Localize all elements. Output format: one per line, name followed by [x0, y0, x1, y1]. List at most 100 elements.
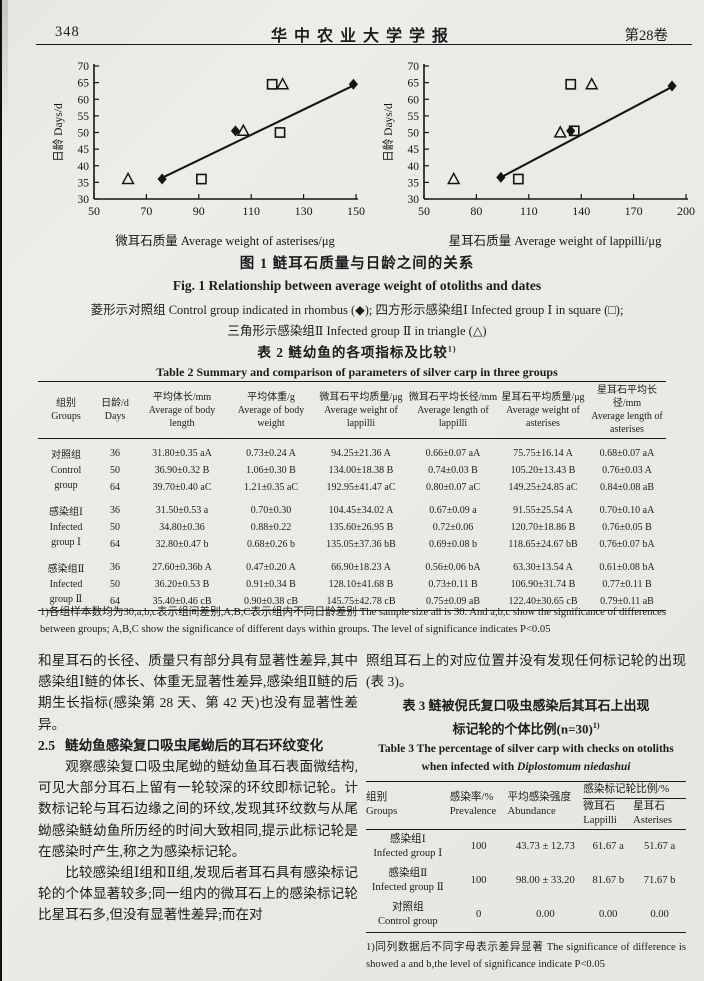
svg-text:35: 35 — [408, 177, 420, 189]
table-cell: 1.06±0.30 B — [246, 465, 296, 476]
table-cell: 1.21±0.35 aC — [243, 482, 299, 493]
figure1-legend-line2: 三角形示感染组Ⅱ Infected group Ⅱ in triangle (△… — [227, 324, 487, 338]
species-name: Diplostomum niedashui — [517, 760, 631, 773]
table-cell: 0.74±0.03 B — [428, 465, 478, 476]
table-cell: 0.90±0.38 cB — [243, 596, 299, 607]
table-cell: 104.45±34.02 A — [328, 505, 394, 516]
page-number: 348 — [55, 24, 80, 40]
svg-text:45: 45 — [408, 144, 420, 156]
svg-text:55: 55 — [408, 111, 420, 123]
table2-title-en: Table 2 Summary and comparison of parame… — [156, 365, 558, 379]
table-cell: 31.80±0.35 aA — [152, 448, 212, 459]
table-cell: 0.77±0.11 B — [602, 579, 652, 590]
table-cell: 36.90±0.32 B — [154, 465, 210, 476]
table3-title-zh-line1: 表 3 鲢被倪氏复口吸虫感染后其耳石上出现 — [402, 698, 650, 714]
svg-text:110: 110 — [520, 204, 538, 218]
table-row: 对照组 Control group 0 0.00 0.00 0.00 — [366, 898, 686, 933]
table-cell: 106.90±31.74 B — [510, 579, 576, 590]
table2-footnote: 1)各组样本数均为30,a,b,c表示组间差别,A,B,C表示组内不同日龄差别 … — [40, 607, 666, 635]
table2: 组别 Groups 日龄/d Days 平均体长/mm Average of body… — [38, 381, 666, 611]
svg-text:170: 170 — [625, 204, 643, 218]
body-paragraph: 观察感染复口吸虫尾蚴的鲢幼鱼耳石表面微结构,可见大部分耳石上留有一轮较深的环纹即… — [38, 759, 358, 859]
table3-title: 表 3 鲢被倪氏复口吸虫感染后其耳石上出现 标记轮的个体比例(n=30)1) T… — [366, 696, 686, 775]
table-cell: 192.95±41.47 aC — [326, 482, 396, 493]
column-header: 微耳石 Lappilli — [583, 800, 617, 826]
table-cell: 0.84±0.08 aB — [599, 482, 655, 493]
table3-footnote: 1)同列数据后不同字母表示差异显著 The significance of di… — [366, 941, 686, 970]
table-cell: 128.10±41.68 B — [328, 579, 394, 590]
table-cell: 0.75±0.09 aB — [425, 596, 481, 607]
table-cell: 134.00±18.38 B — [328, 465, 394, 476]
table-cell: 118.65±24.67 bB — [508, 539, 578, 550]
column-header: 日龄/d Days — [101, 398, 129, 422]
svg-text:110: 110 — [242, 204, 260, 218]
group-label-cell: 感染组Ⅰ Infected group Ⅰ — [49, 507, 83, 548]
table-cell: 0.73±0.11 B — [428, 579, 478, 590]
svg-text:140: 140 — [572, 204, 590, 218]
table-cell: 43.73 ± 12.73 — [515, 840, 575, 852]
svg-text:35: 35 — [78, 177, 90, 189]
table-cell: 36 — [110, 448, 120, 459]
table3-header-row1: 组别 Groups 感染率/% Prevalence 平均感染强度 Abundance… — [366, 781, 686, 817]
table-cell: 0.66±0.07 aA — [425, 448, 481, 459]
scatter-chart-asterises: 30 35 40 45 50 55 60 65 70 50 70 90 110 130 150 日龄 Days… — [48, 56, 370, 252]
group-label-cell: 对照组 Control group — [50, 450, 82, 491]
table3-title-footmark: 1) — [592, 721, 600, 731]
table-row: 64 39.70±0.40 aC 1.21±0.35 aC 192.95±41.… — [38, 479, 666, 496]
svg-text:60: 60 — [408, 94, 420, 106]
table-cell: 100 — [470, 840, 487, 852]
svg-text:微耳石质量 Average weight of asteri: 微耳石质量 Average weight of asterises/μg — [115, 234, 335, 248]
table-cell: 0.70±0.10 aA — [599, 505, 655, 516]
table-cell: 0.88±0.22 — [250, 522, 292, 533]
body-paragraph: 比较感染组Ⅰ组和Ⅱ组,发现后者耳石具有感染标记轮的个体显著较多;同一组内的微耳石… — [38, 865, 358, 923]
running-header: 348 华中农业大学学报 第28卷 — [38, 22, 688, 45]
table-cell: 27.60±0.36b A — [152, 562, 212, 573]
table2-title-footmark: 1) — [447, 344, 457, 354]
table-cell: 75.75±16.14 A — [513, 448, 573, 459]
figure1-charts: 30 35 40 45 50 55 60 65 70 50 70 90 110 130 150 日龄 Days… — [48, 56, 700, 252]
table3-title-en-line2: when infected with Diplostomum niedashui — [421, 760, 631, 773]
table-cell: 0.00 — [650, 908, 669, 920]
table-cell: 135.05±37.36 bB — [326, 539, 396, 550]
table3-header-row2: 微耳石 Lappilli 星耳石 Asterises — [366, 798, 686, 829]
group-label-cell: 感染组Ⅰ Infected group Ⅰ — [373, 833, 443, 859]
table-cell: 100 — [470, 874, 487, 886]
section-heading-2-5: 2.5 鲢幼鱼感染复口吸虫尾蚴后的耳石环纹变化 — [38, 737, 324, 753]
table-cell: 0.76±0.03 A — [602, 465, 652, 476]
column-header: 感染率/% Prevalence — [449, 792, 497, 818]
column-header: 平均体长/mm Average of body length — [148, 391, 216, 429]
group-label-cell: 感染组Ⅱ Infected group Ⅱ — [371, 867, 444, 893]
column-header: 星耳石平均长径/mm Average length of asterises — [591, 385, 663, 435]
svg-text:70: 70 — [140, 204, 152, 218]
column-header: 星耳石平均质量/μg Average weight of asterises — [501, 391, 585, 429]
table-cell: 0.00 — [598, 908, 618, 920]
table-cell: 64 — [110, 482, 120, 493]
svg-text:65: 65 — [408, 78, 420, 90]
table-row: 50 36.20±0.53 B 0.91±0.34 B 128.10±41.68… — [38, 576, 666, 593]
right-column: 照组耳石上的对应位置并没有发现任何标记轮的出现(表 3)。 表 3 鲢被倪氏复口… — [366, 650, 686, 973]
table-cell: 98.00 ± 33.20 — [515, 874, 575, 886]
column-header: 平均体重/g Average of body weight — [237, 391, 305, 429]
table-cell: 63.30±13.54 A — [513, 562, 573, 573]
table-row: 对照组 Control group 36 31.80±0.35 aA 0.73±0.… — [38, 439, 666, 491]
table-cell: 0.70±0.30 — [250, 505, 292, 516]
svg-text:60: 60 — [78, 94, 90, 106]
table-cell: 0.69±0.08 b — [429, 539, 477, 550]
svg-text:55: 55 — [78, 111, 90, 123]
column-header: 微耳石平均长径/mm Average length of lappilli — [408, 391, 498, 429]
header-rule — [36, 44, 692, 45]
table-cell: 0.68±0.26 b — [247, 539, 295, 550]
table-cell: 0.47±0.20 A — [246, 562, 296, 573]
table-cell: 81.67 b — [592, 874, 625, 886]
table-cell: 36 — [110, 505, 120, 516]
scan-smudge — [2, 0, 8, 120]
svg-text:150: 150 — [347, 204, 365, 218]
column-header: 平均感染强度 Abundance — [507, 792, 572, 818]
svg-text:50: 50 — [78, 128, 90, 140]
figure1-legend-line1: 菱形示对照组 Control group indicated in rhombu… — [90, 303, 624, 317]
table-cell: 50 — [110, 522, 120, 533]
table-cell: 122.40±30.65 cB — [508, 596, 578, 607]
table-cell: 0.61±0.08 bA — [599, 562, 655, 573]
table-cell: 0.76±0.05 B — [602, 522, 652, 533]
